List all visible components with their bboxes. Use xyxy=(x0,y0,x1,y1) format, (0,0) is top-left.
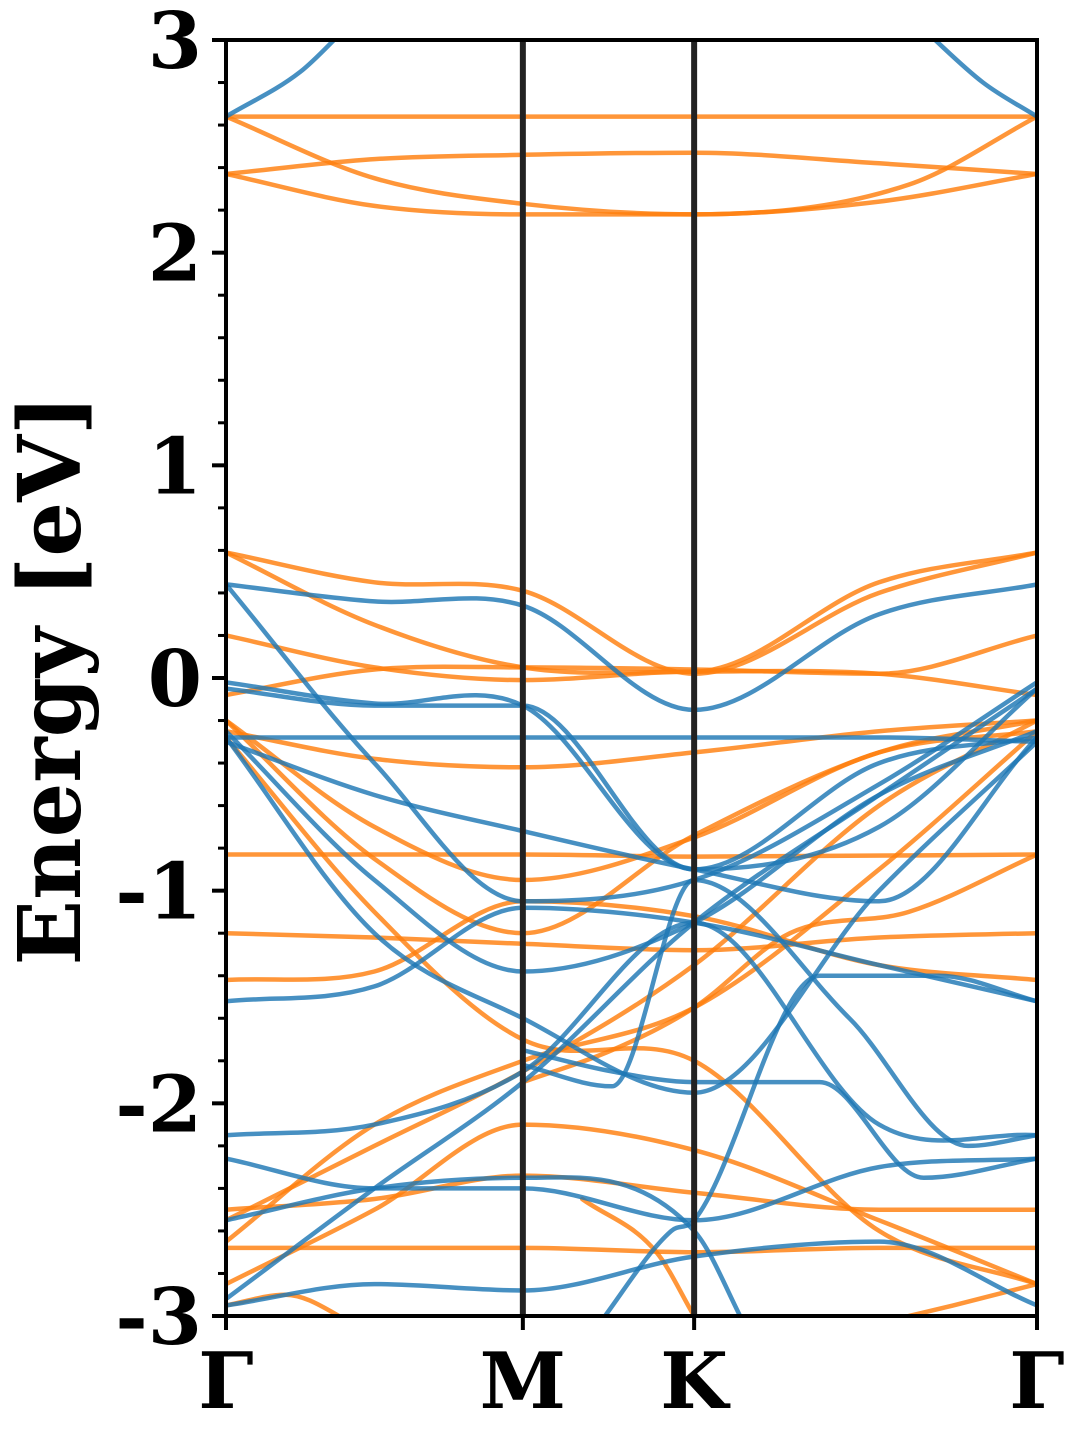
band-line-set-b-22 xyxy=(226,1292,344,1316)
band-line-set-a-4 xyxy=(226,40,338,119)
band-line-set-b-10 xyxy=(226,718,1037,770)
band-line-set-b-19 xyxy=(226,728,1037,1244)
band-line-set-b-16 xyxy=(226,1245,1037,1255)
band-line-set-b-6 xyxy=(226,550,1037,676)
y-tick-label: -2 xyxy=(115,1059,202,1150)
x-tick-label: M xyxy=(480,1336,566,1427)
band-line-set-a-31 xyxy=(226,735,1037,904)
y-tick-label: 0 xyxy=(148,634,202,725)
high-symmetry-lines xyxy=(519,40,698,1316)
band-line-set-b-1 xyxy=(226,150,1037,177)
band-line-set-a-37 xyxy=(226,1239,1037,1308)
axis-ticks: -3 -2 -1 0 1 2 3 Γ M K Γ xyxy=(115,0,1064,1427)
y-tick-label: 3 xyxy=(148,0,202,87)
band-line-set-b-15 xyxy=(226,718,1037,1223)
band-line-set-a-42 xyxy=(520,877,1037,1149)
band-line-set-a-5 xyxy=(931,40,1037,119)
x-tick-label: Γ xyxy=(1009,1336,1064,1427)
band-line-set-b-18 xyxy=(226,1122,1037,1287)
y-tick-label: 1 xyxy=(148,421,202,512)
band-curves xyxy=(226,40,1037,1316)
band-line-set-a-28 xyxy=(226,680,1037,872)
x-tick-label: K xyxy=(660,1336,731,1427)
band-line-set-a-29 xyxy=(226,686,1037,872)
band-line-set-a-41 xyxy=(520,1047,1037,1181)
band-line-set-a-27 xyxy=(226,582,1037,904)
band-line-set-a-30 xyxy=(226,735,1037,745)
band-line-set-b-24 xyxy=(899,1281,1037,1316)
band-line-set-a-38 xyxy=(226,686,1037,1302)
band-line-set-a-34 xyxy=(226,905,1037,1004)
band-line-set-a-26 xyxy=(226,582,1037,713)
y-tick-label: -1 xyxy=(115,847,202,938)
x-tick-label: Γ xyxy=(198,1336,253,1427)
band-line-set-b-9 xyxy=(226,633,1037,698)
band-line-set-a-35 xyxy=(226,920,1037,1143)
y-tick-label: 2 xyxy=(148,209,202,300)
band-line-set-b-3 xyxy=(226,171,1037,217)
band-line-set-a-40 xyxy=(602,973,1037,1316)
band-line-set-b-25 xyxy=(520,852,1037,1085)
band-line-set-b-8 xyxy=(226,633,1037,698)
band-line-set-b-23 xyxy=(579,1196,697,1316)
y-axis-label: Energy [eV] xyxy=(0,395,101,966)
band-line-set-b-13 xyxy=(226,930,1037,953)
y-tick-label: -3 xyxy=(115,1272,202,1363)
